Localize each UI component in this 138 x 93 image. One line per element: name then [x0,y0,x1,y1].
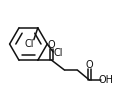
Text: O: O [48,40,55,50]
Text: OH: OH [99,75,114,85]
Text: Cl: Cl [24,39,34,49]
Text: Cl: Cl [53,48,63,58]
Text: O: O [85,60,93,70]
